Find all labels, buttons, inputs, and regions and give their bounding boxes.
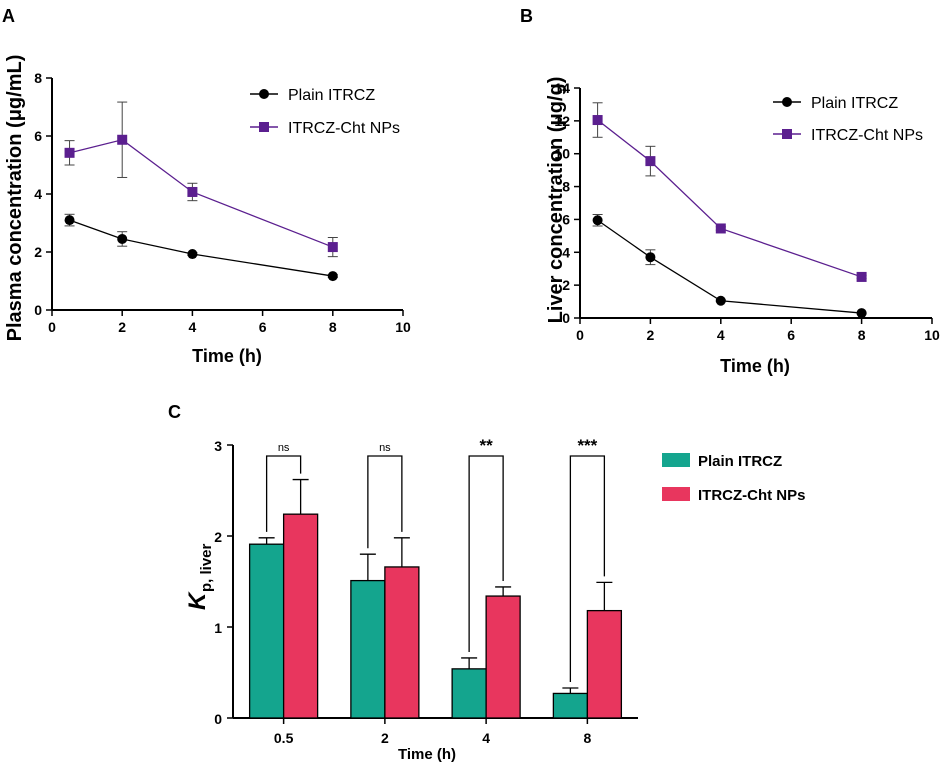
y-tick-label: 2	[34, 244, 42, 260]
y-tick-label: 2	[214, 529, 222, 545]
x-tick-label: 2	[381, 730, 389, 746]
legend-label: ITRCZ-Cht NPs	[698, 487, 806, 504]
bar	[282, 513, 319, 719]
y-tick-label: 0	[34, 302, 42, 318]
bar	[451, 668, 487, 719]
bar	[485, 595, 521, 719]
legend-marker	[782, 97, 792, 107]
significance-label: ***	[577, 436, 597, 455]
significance-bracket	[468, 455, 504, 652]
bar	[248, 543, 285, 719]
legend-marker	[782, 129, 792, 139]
series-line	[597, 119, 862, 278]
data-point	[117, 134, 128, 145]
x-tick-label: 4	[717, 327, 725, 343]
bar	[586, 609, 623, 719]
chart-b-ylabel: Liver concentration (μg/g)	[545, 77, 567, 324]
y-tick-label: 6	[562, 211, 570, 227]
x-tick-label: 0	[576, 327, 584, 343]
data-point	[645, 252, 656, 263]
legend-label: ITRCZ-Cht NPs	[288, 120, 400, 137]
chart-a-plasma: 0 2 4 6 8 10 0 2 4 6 8 Plain ITRCZ ITRCZ-Cht NPs	[34, 70, 411, 335]
x-tick-label: 10	[924, 327, 940, 343]
legend-swatch	[662, 453, 690, 467]
y-tick-label: 0	[562, 310, 570, 326]
significance-bracket	[265, 455, 302, 532]
data-point	[64, 215, 75, 226]
x-tick-label: 0.5	[274, 730, 294, 746]
data-point	[327, 271, 338, 282]
y-tick-label: 10	[554, 146, 570, 162]
y-tick-label: 8	[34, 70, 42, 86]
x-tick-label: 2	[118, 319, 126, 335]
x-tick-label: 4	[482, 730, 490, 746]
x-tick-label: 10	[395, 319, 411, 335]
chart-c-kp-liver: 0 1 2 3 0.5 ns 2 ns 4 ** 8 *** Plain ITRCZ ITRCZ-Cht …	[214, 436, 805, 746]
significance-label: ns	[278, 442, 290, 454]
chart-b-xlabel: Time (h)	[720, 356, 790, 376]
x-tick-label: 6	[259, 319, 267, 335]
bar	[552, 692, 589, 719]
x-tick-label: 4	[189, 319, 197, 335]
data-point	[187, 186, 198, 197]
significance-label: ns	[379, 442, 391, 454]
y-tick-label: 0	[214, 711, 222, 727]
data-point	[327, 242, 338, 253]
significance-bracket	[569, 455, 606, 682]
chart-a-xlabel: Time (h)	[192, 346, 262, 366]
y-tick-label: 14	[554, 80, 570, 96]
chart-c-ylabel-sub: p, liver	[198, 543, 215, 592]
x-tick-label: 2	[647, 327, 655, 343]
data-point	[715, 223, 726, 234]
data-point	[117, 233, 128, 244]
series-line	[69, 139, 334, 248]
panel-label-a: A	[2, 6, 15, 26]
panel-label-b: B	[520, 6, 533, 26]
x-tick-label: 8	[858, 327, 866, 343]
legend-label: Plain ITRCZ	[288, 87, 375, 104]
y-tick-label: 2	[562, 277, 570, 293]
x-tick-label: 8	[329, 319, 337, 335]
significance-label: **	[480, 436, 494, 455]
significance-bracket	[367, 455, 403, 549]
y-tick-label: 4	[34, 186, 42, 202]
x-tick-label: 0	[48, 319, 56, 335]
legend-swatch	[662, 487, 690, 501]
x-tick-label: 8	[583, 730, 591, 746]
data-point	[187, 249, 198, 260]
legend-label: Plain ITRCZ	[811, 95, 898, 112]
y-tick-label: 3	[214, 438, 222, 454]
y-tick-label: 8	[562, 179, 570, 195]
y-tick-label: 12	[554, 113, 570, 129]
legend-label: Plain ITRCZ	[698, 453, 782, 470]
data-point	[592, 115, 603, 126]
chart-c-xlabel: Time (h)	[398, 746, 456, 763]
panel-label-c: C	[168, 402, 181, 422]
chart-c-ylabel: K p, liver	[184, 543, 215, 610]
data-point	[856, 308, 867, 319]
bar	[384, 566, 420, 719]
legend-marker	[259, 122, 269, 132]
legend-marker	[259, 89, 269, 99]
chart-b-liver: 0 2 4 6 8 10 0 2 4 6 8 10 12 14 Plain ITRCZ ITRCZ-Cht N…	[554, 80, 940, 343]
y-tick-label: 1	[214, 620, 222, 636]
y-tick-label: 6	[34, 128, 42, 144]
series-line	[69, 219, 333, 277]
data-point	[856, 271, 867, 282]
y-tick-label: 4	[562, 244, 570, 260]
chart-a-ylabel: Plasma concentration (μg/mL)	[4, 55, 26, 342]
series-line	[597, 219, 862, 314]
data-point	[715, 295, 726, 306]
data-point	[592, 215, 603, 226]
data-point	[64, 147, 75, 158]
data-point	[645, 156, 656, 167]
legend-label: ITRCZ-Cht NPs	[811, 127, 923, 144]
chart-c-ylabel-k: K	[184, 591, 211, 610]
bar	[350, 579, 386, 719]
x-tick-label: 6	[787, 327, 795, 343]
